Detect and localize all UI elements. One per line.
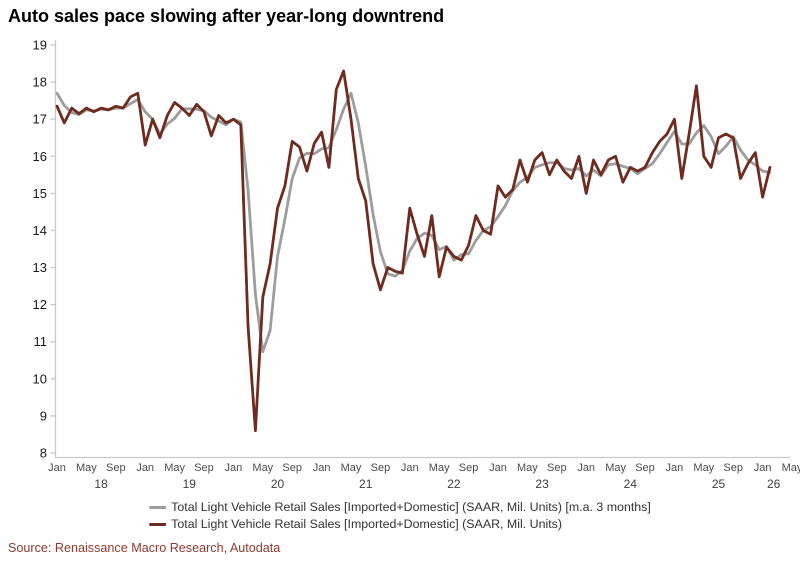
x-tick-label: Jan <box>136 462 154 474</box>
x-tick-label: Jan <box>489 462 507 474</box>
y-tick-label: 18 <box>33 75 47 90</box>
x-year-label: 19 <box>183 477 197 491</box>
x-tick-label: Jan <box>577 462 595 474</box>
line-chart-plot-area: 8 9 10 11 12 13 14 15 16 17 18 19 Jan May Sep Jan May Sep… <box>33 38 800 492</box>
x-tick-label: Jan <box>225 462 243 474</box>
legend-label-raw-saar: Total Light Vehicle Retail Sales [Import… <box>171 517 562 531</box>
y-tick-label: 11 <box>34 334 48 349</box>
x-tick-label: May <box>429 462 450 474</box>
x-year-label: 23 <box>535 477 549 491</box>
x-year-label: 20 <box>271 477 285 491</box>
x-tick-label: May <box>76 462 97 474</box>
x-tick-label: Sep <box>459 462 479 474</box>
x-tick-label: May <box>782 462 800 474</box>
x-tick-label: Sep <box>282 462 302 474</box>
y-tick-label: 19 <box>33 38 47 53</box>
y-tick-label: 15 <box>33 186 47 201</box>
x-year-label: 25 <box>712 477 726 491</box>
legend-line-swatch-gray-icon <box>149 505 167 509</box>
x-year-label: 21 <box>359 477 373 491</box>
x-tick-label: Jan <box>313 462 331 474</box>
x-tick-label: May <box>605 462 626 474</box>
x-tick-label: Jan <box>754 462 772 474</box>
y-tick-label: 10 <box>33 371 47 386</box>
x-tick-label: May <box>252 462 273 474</box>
x-tick-label: May <box>693 462 714 474</box>
legend-label-moving-average: Total Light Vehicle Retail Sales [Import… <box>171 500 651 514</box>
x-year-label: 26 <box>767 477 781 491</box>
x-year-label: 24 <box>624 477 638 491</box>
x-tick-label: May <box>517 462 538 474</box>
x-tick-label: May <box>164 462 185 474</box>
legend-item-raw-saar: Total Light Vehicle Retail Sales [Import… <box>149 517 651 531</box>
x-year-label: 18 <box>94 477 108 491</box>
x-tick-label: Sep <box>371 462 391 474</box>
x-tick-label: Sep <box>547 462 567 474</box>
series-line-raw-saar <box>55 69 772 433</box>
x-tick-label: Jan <box>666 462 684 474</box>
x-tick-label: Sep <box>194 462 214 474</box>
chart-title: Auto sales pace slowing after year-long … <box>8 6 445 26</box>
x-tick-label: May <box>341 462 362 474</box>
legend-line-swatch-darkred-icon <box>149 522 167 526</box>
x-tick-label: Jan <box>48 462 66 474</box>
y-tick-label: 14 <box>33 223 47 238</box>
x-tick-label: Sep <box>106 462 126 474</box>
legend-item-moving-average: Total Light Vehicle Retail Sales [Import… <box>149 500 651 514</box>
series-line-moving-average <box>55 91 772 354</box>
x-tick-label: Sep <box>723 462 743 474</box>
y-tick-label: 9 <box>40 408 47 423</box>
x-tick-label: Jan <box>401 462 419 474</box>
y-tick-label: 12 <box>33 297 47 312</box>
legend: Total Light Vehicle Retail Sales [Import… <box>149 500 651 531</box>
y-tick-label: 16 <box>33 149 47 164</box>
y-tick-label: 8 <box>40 446 47 461</box>
y-tick-label: 17 <box>33 112 47 127</box>
source-note: Source: Renaissance Macro Research, Auto… <box>8 541 281 555</box>
x-tick-label: Sep <box>635 462 655 474</box>
y-tick-label: 13 <box>33 260 47 275</box>
x-year-label: 22 <box>447 477 461 491</box>
